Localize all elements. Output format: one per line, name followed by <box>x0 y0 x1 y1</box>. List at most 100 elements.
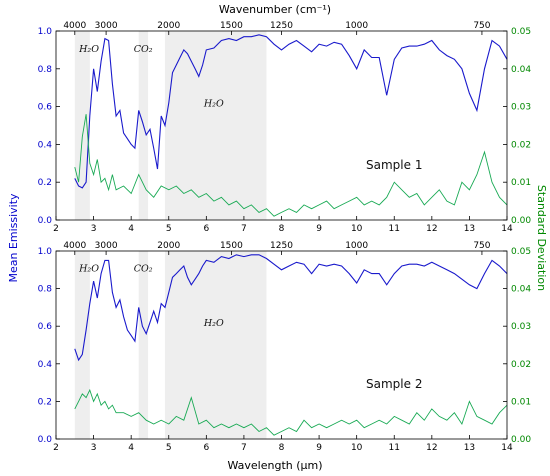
molecule-annotation: H₂O <box>203 99 224 110</box>
x-tick-label: 11 <box>389 443 400 453</box>
x-tick-label: 3 <box>91 443 97 453</box>
x-tick-label: 3 <box>91 224 97 234</box>
x-tick-label: 12 <box>426 224 437 234</box>
y-left-tick-label: 0.4 <box>38 140 53 150</box>
x-axis-label: Wavelength (μm) <box>227 459 322 472</box>
x-tick-label: 8 <box>279 443 285 453</box>
x-tick-label: 9 <box>316 443 322 453</box>
molecule-annotation: CO₂ <box>134 264 153 275</box>
y-right-tick-label: 0.00 <box>511 435 531 445</box>
molecule-annotation: H₂O <box>78 264 99 275</box>
y-right-tick-label: 0.03 <box>511 322 531 332</box>
x-tick-label: 7 <box>241 224 247 234</box>
y-left-tick-label: 0.8 <box>38 65 53 75</box>
top-tick-label: 1500 <box>220 21 243 31</box>
top-tick-label: 3000 <box>95 241 118 251</box>
x-tick-label: 14 <box>501 443 513 453</box>
right-y-axis-label: Standard Deviation <box>535 185 548 291</box>
x-tick-label: 13 <box>464 224 475 234</box>
x-tick-label: 11 <box>389 224 400 234</box>
left-y-tick-labels: 0.0 0.2 0.4 0.6 0.8 1.0 <box>38 27 60 226</box>
x-tick-label: 14 <box>501 224 513 234</box>
y-left-tick-label: 0.4 <box>38 360 53 370</box>
x-tick-label: 5 <box>166 224 172 234</box>
panel-sample-1: 2 3 4 5 6 7 8 9 10 11 12 13 14 4000 3000 2000 1500 1250 1… <box>38 21 532 234</box>
x-tick-label: 2 <box>53 443 59 453</box>
series-group <box>74 34 508 217</box>
x-tick-label: 12 <box>426 443 437 453</box>
y-left-tick-label: 0.8 <box>38 285 53 295</box>
y-right-tick-label: 0.05 <box>511 27 531 37</box>
x-tick-label: 9 <box>316 224 322 234</box>
y-left-tick-label: 0.0 <box>38 216 53 226</box>
x-tick-label: 10 <box>351 224 363 234</box>
top-tick-label: 1500 <box>220 241 243 251</box>
y-right-tick-label: 0.04 <box>511 65 531 75</box>
molecule-annotation: CO₂ <box>134 44 153 55</box>
x-tick-label: 13 <box>464 443 475 453</box>
y-right-tick-label: 0.05 <box>511 247 531 257</box>
y-right-tick-label: 0.01 <box>511 397 531 407</box>
top-tick-labels: 4000 3000 2000 1500 1250 1000 750 <box>63 21 491 35</box>
panel-sample-2: 2 3 4 5 6 7 8 9 10 11 12 13 14 4000 3000 2000 1500 1250 1… <box>38 241 532 453</box>
top-tick-label: 750 <box>473 21 490 31</box>
series-group <box>74 254 508 436</box>
top-tick-label: 1000 <box>345 241 368 251</box>
y-right-tick-label: 0.03 <box>511 103 531 113</box>
top-tick-label: 1000 <box>345 21 368 31</box>
top-tick-label: 1250 <box>270 241 293 251</box>
std-deviation-line <box>74 388 508 436</box>
x-tick-label: 4 <box>128 443 134 453</box>
top-tick-label: 2000 <box>157 21 180 31</box>
x-tick-label: 4 <box>128 224 134 234</box>
x-tick-labels: 2 3 4 5 6 7 8 9 10 11 12 13 14 <box>53 435 513 453</box>
molecule-annotation: H₂O <box>203 318 224 329</box>
top-tick-label: 750 <box>473 241 490 251</box>
top-tick-label: 1250 <box>270 21 293 31</box>
band-annotations: H₂O CO₂ H₂O <box>78 44 224 110</box>
x-tick-label: 5 <box>166 443 172 453</box>
x-tick-label: 10 <box>351 443 363 453</box>
left-y-tick-labels: 0.0 0.2 0.4 0.6 0.8 1.0 <box>38 247 60 445</box>
shaded-band <box>74 251 90 439</box>
x-tick-label: 6 <box>203 443 209 453</box>
top-tick-label: 4000 <box>63 21 86 31</box>
right-y-tick-labels: 0.00 0.01 0.02 0.03 0.04 0.05 <box>503 27 531 226</box>
y-right-tick-label: 0.01 <box>511 178 531 188</box>
y-right-tick-label: 0.00 <box>511 216 531 226</box>
mean-emissivity-line <box>74 254 508 362</box>
y-left-tick-label: 1.0 <box>38 247 53 257</box>
top-axis-label: Wavenumber (cm⁻¹) <box>219 3 331 16</box>
shaded-bands <box>74 31 267 220</box>
top-tick-label: 2000 <box>157 241 180 251</box>
top-tick-label: 3000 <box>95 21 118 31</box>
y-right-tick-label: 0.04 <box>511 285 531 295</box>
y-left-tick-label: 0.6 <box>38 103 53 113</box>
molecule-annotation: H₂O <box>78 44 99 55</box>
shaded-band <box>164 31 267 220</box>
x-tick-label: 7 <box>241 443 247 453</box>
y-right-tick-label: 0.02 <box>511 140 531 150</box>
sample-label: Sample 1 <box>366 158 422 172</box>
top-tick-label: 4000 <box>63 241 86 251</box>
plot-frame <box>55 30 508 221</box>
mean-emissivity-line <box>74 34 508 189</box>
x-tick-label: 6 <box>203 224 209 234</box>
y-left-tick-label: 1.0 <box>38 27 53 37</box>
shaded-band <box>138 251 149 439</box>
y-left-tick-label: 0.0 <box>38 435 53 445</box>
right-y-tick-labels: 0.00 0.01 0.02 0.03 0.04 0.05 <box>503 247 531 445</box>
top-tick-labels: 4000 3000 2000 1500 1250 1000 750 <box>63 241 491 255</box>
x-tick-label: 2 <box>53 224 59 234</box>
left-y-axis-label: Mean Emissivity <box>7 193 20 283</box>
plot-frame <box>55 250 508 440</box>
x-tick-labels: 2 3 4 5 6 7 8 9 10 11 12 13 14 <box>53 216 513 234</box>
y-left-tick-label: 0.2 <box>38 178 52 188</box>
shaded-band <box>74 31 90 220</box>
y-left-tick-label: 0.2 <box>38 397 52 407</box>
sample-label: Sample 2 <box>366 377 422 391</box>
shaded-band <box>164 251 267 439</box>
y-right-tick-label: 0.02 <box>511 360 531 370</box>
shaded-bands <box>74 251 267 439</box>
